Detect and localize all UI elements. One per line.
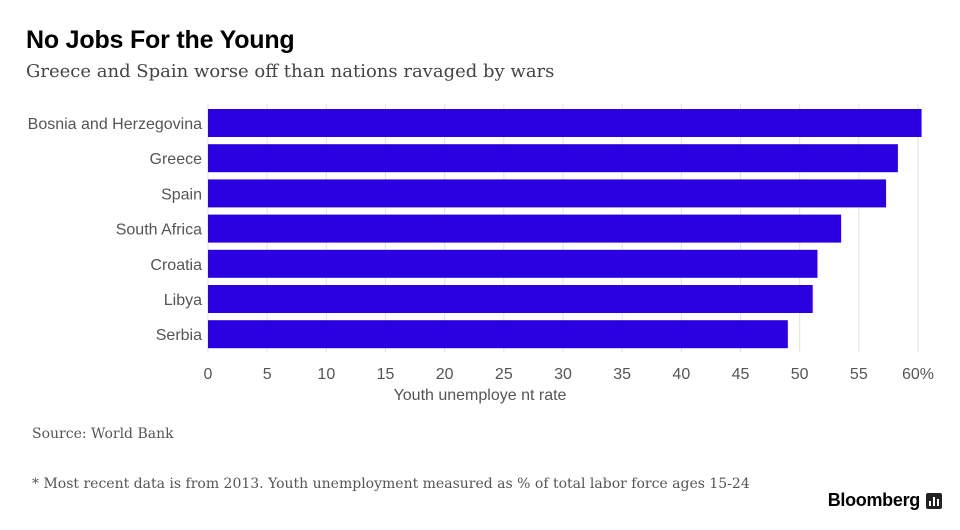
footnote: * Most recent data is from 2013. Youth u… xyxy=(32,476,750,492)
category-label: Spain xyxy=(161,186,202,203)
x-tick-label: 25 xyxy=(495,366,513,383)
x-tick-label: 30 xyxy=(554,366,572,383)
category-label: South Africa xyxy=(116,222,202,239)
bar xyxy=(208,320,788,349)
x-tick-label: 10 xyxy=(317,366,335,383)
bar-chart-icon xyxy=(926,492,942,509)
x-tick-label: 45 xyxy=(732,366,750,383)
bar-chart: Bosnia and Herzegovina Greece Spain South A… xyxy=(28,104,934,404)
x-tick-label: 50 xyxy=(791,366,809,383)
source-note: Source: World Bank xyxy=(32,426,174,442)
x-tick-label: 60% xyxy=(902,366,934,383)
x-tick-label: 40 xyxy=(672,366,690,383)
x-tick-label: 20 xyxy=(436,366,454,383)
chart-subtitle: Greece and Spain worse off than nations … xyxy=(26,61,555,82)
x-tick-label: 35 xyxy=(613,366,631,383)
bar xyxy=(208,214,842,243)
x-tick-label: 55 xyxy=(850,366,868,383)
chart-title: No Jobs For the Young xyxy=(26,26,295,54)
category-labels: Bosnia and Herzegovina Greece Spain South A… xyxy=(28,116,202,344)
bar xyxy=(208,109,922,137)
bar xyxy=(208,179,887,208)
bar xyxy=(208,249,818,278)
category-label: Bosnia and Herzegovina xyxy=(28,116,202,133)
bar xyxy=(208,144,898,173)
bars xyxy=(208,109,922,349)
x-axis-label: Youth unemploye nt rate xyxy=(394,387,567,404)
x-tick-label: 15 xyxy=(377,366,395,383)
bar xyxy=(208,285,813,313)
x-tick-label: 0 xyxy=(204,366,213,383)
bloomberg-brand: Bloomberg xyxy=(828,490,942,511)
x-tick-labels: 0 5 10 15 20 25 30 35 40 45 50 55 60% xyxy=(204,366,934,383)
category-label: Libya xyxy=(164,292,202,309)
category-label: Croatia xyxy=(150,257,202,274)
brand-name: Bloomberg xyxy=(827,490,921,510)
x-tick-label: 5 xyxy=(263,366,272,383)
category-label: Greece xyxy=(150,151,203,168)
category-label: Serbia xyxy=(156,327,202,344)
